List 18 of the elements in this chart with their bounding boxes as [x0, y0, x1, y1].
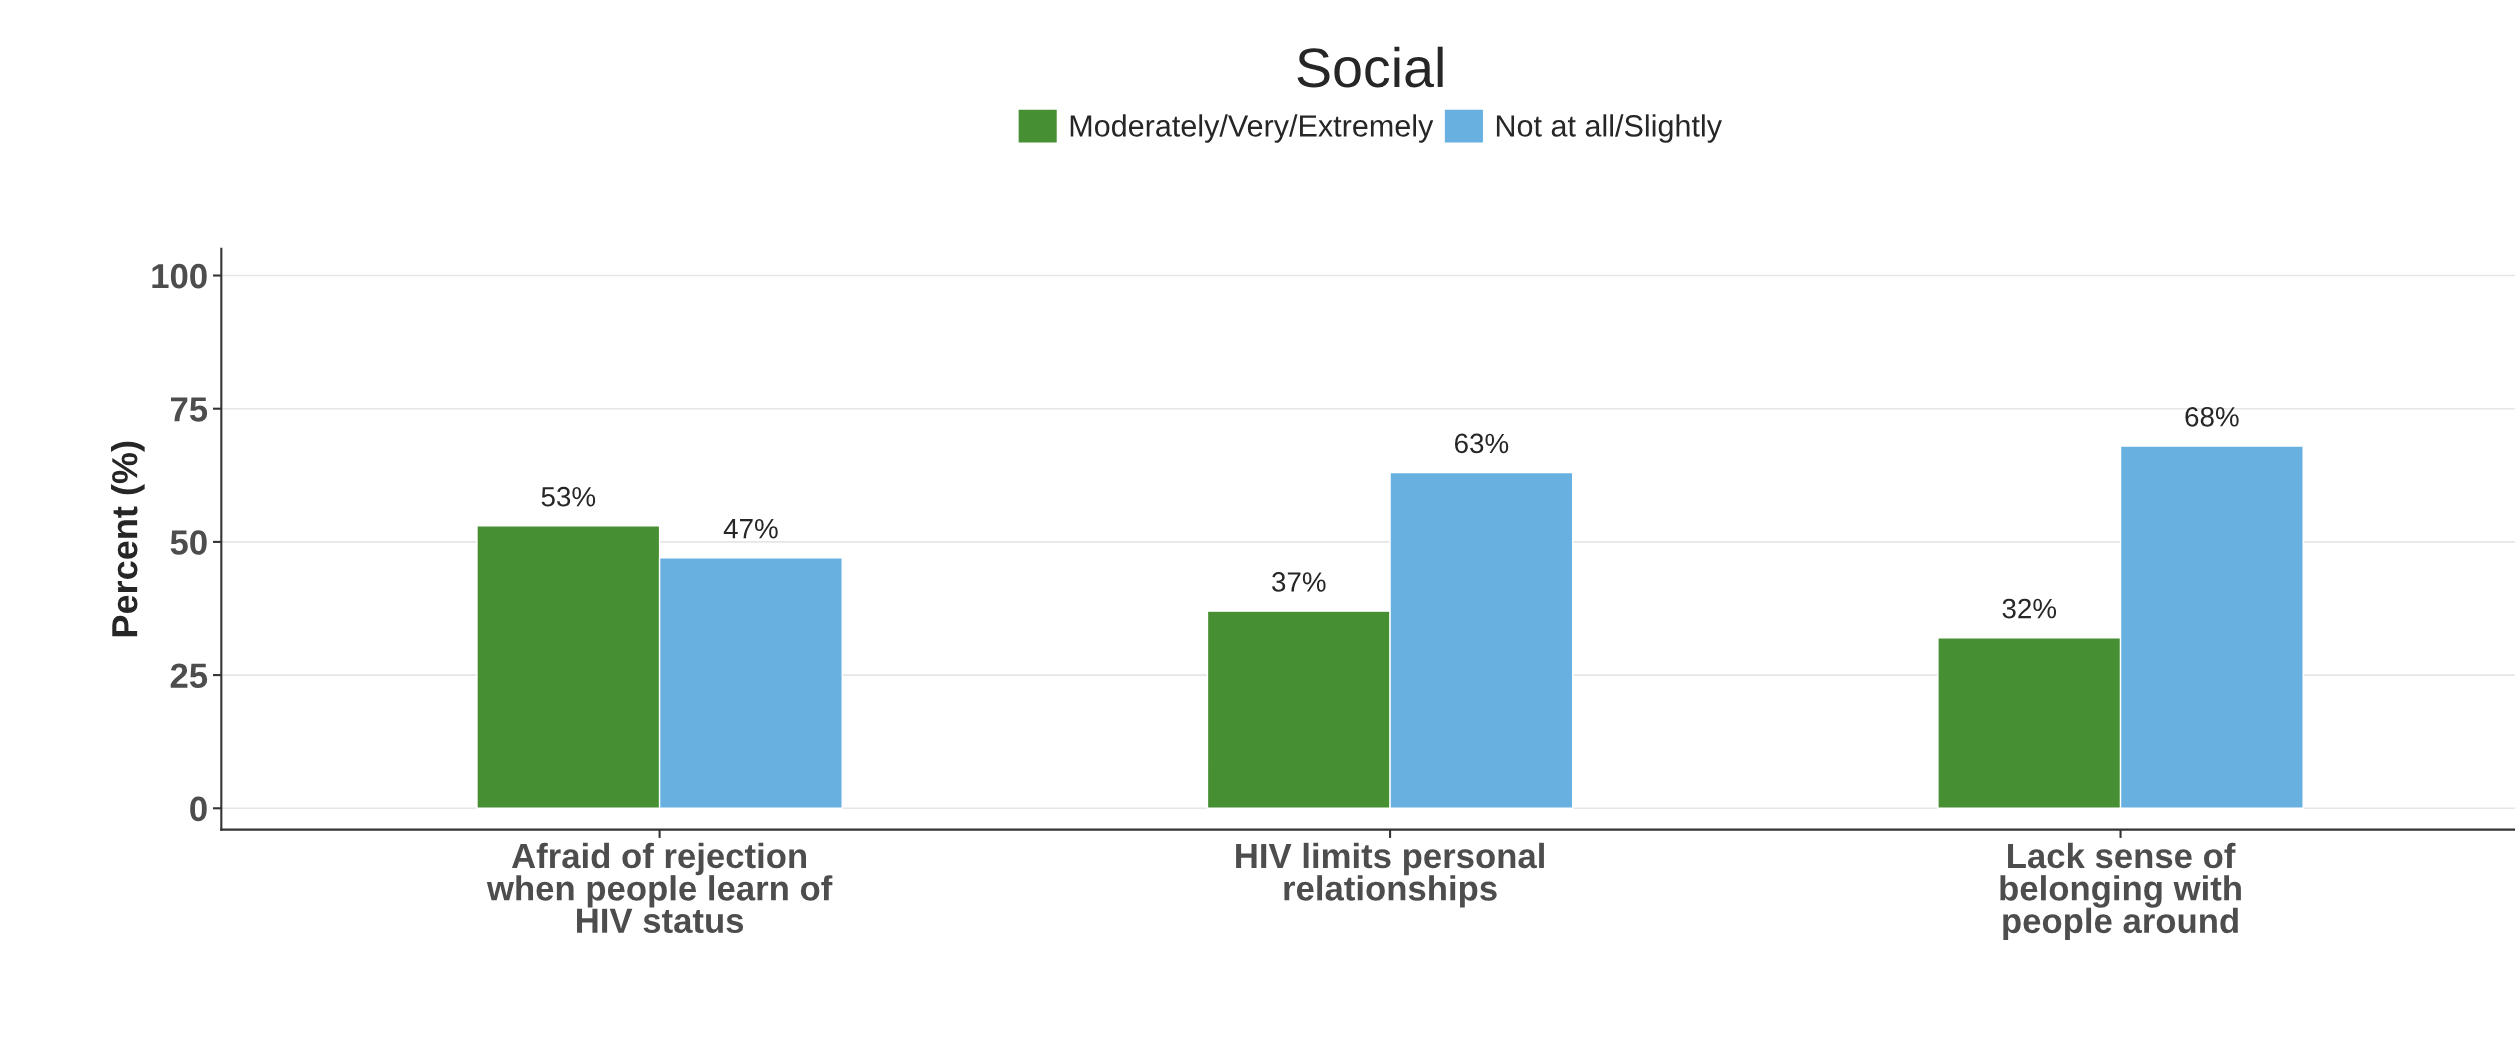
y-axis-title: Percent (%) — [110, 441, 145, 637]
data-label: 32% — [2002, 598, 2057, 619]
legend-label: Moderately/Very/Extremely — [1070, 114, 1434, 143]
x-tick-label: Lack sense of belonging with people around — [2000, 842, 2241, 941]
data-label: 68% — [2185, 406, 2239, 427]
y-tick-label: 0 — [190, 796, 207, 822]
y-tick-label: 75 — [171, 397, 208, 422]
data-label: 63% — [1455, 433, 1509, 454]
legend-label: Not at all/Slightly — [1496, 114, 1722, 143]
x-tick-label: Afraid of rejection when people learn of HIV status — [486, 842, 833, 934]
data-label: 37% — [1272, 572, 1326, 592]
y-tick-label: 25 — [170, 663, 208, 689]
y-tick-label: 100 — [152, 263, 207, 289]
y-tick-label: 50 — [170, 530, 207, 555]
data-label: 47% — [723, 518, 778, 539]
chart-title: Social — [1297, 46, 1443, 88]
data-label: 53% — [541, 486, 596, 507]
x-tick-label: HIV limits personal relationships — [1236, 842, 1544, 908]
